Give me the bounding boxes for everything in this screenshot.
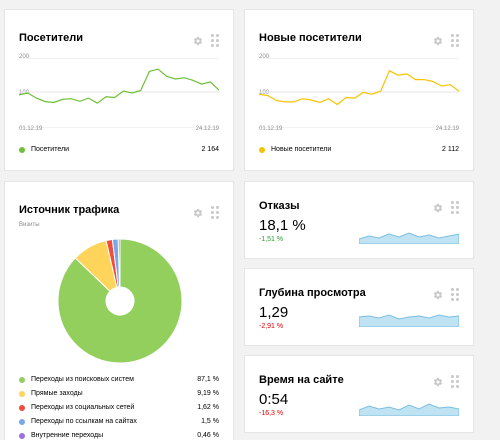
drag-handle-icon[interactable] (451, 201, 459, 214)
drag-handle-icon[interactable] (451, 288, 459, 301)
legend-dot-icon (19, 390, 25, 397)
legend-dot-icon (19, 146, 25, 153)
card-title: Новые посетители (259, 32, 362, 44)
metric-delta: -16,3 % (259, 410, 284, 417)
legend-value: 87,1 % (197, 376, 219, 383)
card-tools (433, 34, 459, 47)
settings-gear-icon[interactable] (193, 208, 203, 218)
card-tools (433, 201, 459, 214)
legend-value: 1,62 % (197, 404, 219, 411)
legend-item[interactable]: Посетители (19, 146, 69, 153)
series-line (259, 69, 459, 106)
y-tick-100: 100 (259, 90, 270, 96)
metric-total: 2 164 (201, 146, 219, 153)
bounce-sparkline (359, 232, 459, 244)
legend-value: 0,46 % (197, 432, 219, 439)
settings-gear-icon[interactable] (193, 36, 203, 46)
metric-value: 18,1 % (259, 217, 306, 234)
card-title: Посетители (19, 32, 83, 44)
pie-slice[interactable] (57, 238, 183, 364)
card-title: Отказы (259, 200, 300, 212)
drag-handle-icon[interactable] (211, 206, 219, 219)
legend-item[interactable]: Новые посетители (259, 146, 331, 153)
card-bounce: Отказы 18,1 % -1,51 % (245, 182, 473, 258)
x-tick-end: 24.12.19 (195, 126, 219, 132)
metric-value: 1,29 (259, 304, 289, 321)
legend-dot-icon (19, 376, 25, 383)
traffic-source-donut-chart (57, 238, 183, 364)
y-tick-200: 200 (259, 54, 270, 60)
legend-label: Посетители (31, 146, 69, 153)
legend-label: Новые посетители (271, 146, 332, 153)
legend-item[interactable]: Переходы по ссылкам на сайтах (19, 418, 137, 425)
series-line (19, 68, 219, 104)
legend-dot-icon (19, 404, 25, 411)
visitors-line-chart (19, 58, 219, 128)
settings-gear-icon[interactable] (433, 203, 443, 213)
sparkline-area (359, 232, 459, 244)
legend-label: Переходы из социальных сетей (31, 404, 135, 411)
depth-sparkline (359, 314, 459, 327)
legend-label: Внутренние переходы (31, 432, 104, 439)
legend-dot-icon (259, 146, 265, 153)
metric-total: 2 112 (442, 146, 459, 153)
x-tick-end: 24.12.19 (435, 126, 459, 132)
legend-dot-icon (19, 418, 25, 425)
pie-slice[interactable] (117, 238, 121, 288)
time-sparkline (359, 403, 459, 416)
y-tick-200: 200 (19, 54, 30, 60)
sparkline-area (359, 403, 459, 416)
metric-value: 0:54 (259, 391, 289, 408)
legend-dot-icon (19, 432, 25, 439)
card-title: Источник трафика (19, 204, 120, 216)
x-tick-start: 01.12.19 (259, 126, 283, 132)
legend-label: Переходы из поисковых систем (31, 376, 134, 383)
y-tick-100: 100 (19, 90, 30, 96)
drag-handle-icon[interactable] (451, 34, 459, 47)
settings-gear-icon[interactable] (433, 377, 443, 387)
legend-item[interactable]: Прямые заходы (19, 390, 83, 397)
card-subtitle: Визиты (19, 222, 40, 228)
drag-handle-icon[interactable] (211, 34, 219, 47)
card-title: Глубина просмотра (259, 287, 366, 299)
card-tools (433, 375, 459, 388)
legend-value: 1,5 % (201, 418, 219, 425)
legend-label: Переходы по ссылкам на сайтах (31, 418, 137, 425)
card-new-visitors: Новые посетители 200 100 01.12.19 24.12.… (245, 10, 473, 170)
card-depth: Глубина просмотра 1,29 -2,91 % (245, 269, 473, 345)
settings-gear-icon[interactable] (433, 36, 443, 46)
card-visitors: Посетители 200 100 01.12.19 24.12.19 Пос… (5, 10, 233, 170)
new-visitors-line-chart (259, 58, 459, 128)
legend-item[interactable]: Переходы из поисковых систем (19, 376, 134, 383)
legend-label: Прямые заходы (31, 390, 83, 397)
card-traffic-source: Источник трафика Визиты Переходы из поис… (5, 182, 233, 440)
card-tools (193, 34, 219, 47)
drag-handle-icon[interactable] (451, 375, 459, 388)
legend-item[interactable]: Переходы из социальных сетей (19, 404, 134, 411)
sparkline-area (359, 314, 459, 327)
x-tick-start: 01.12.19 (19, 126, 43, 132)
card-tools (433, 288, 459, 301)
card-tools (193, 206, 219, 219)
metric-delta: -1,51 % (259, 236, 284, 243)
card-time-on-site: Время на сайте 0:54 -16,3 % (245, 356, 473, 432)
card-title: Время на сайте (259, 374, 344, 386)
settings-gear-icon[interactable] (433, 290, 443, 300)
legend-value: 9,19 % (197, 390, 219, 397)
metric-delta: -2,91 % (259, 323, 284, 330)
legend-item[interactable]: Внутренние переходы (19, 432, 103, 439)
